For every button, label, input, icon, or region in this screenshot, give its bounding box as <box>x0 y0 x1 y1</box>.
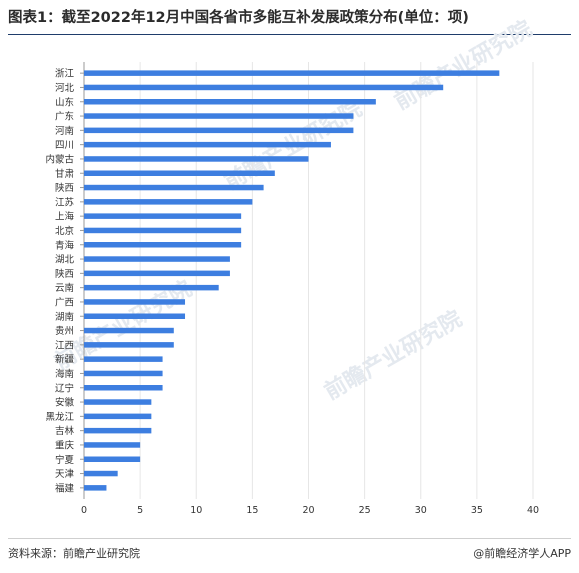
category-label: 内蒙古 <box>45 153 74 165</box>
bar <box>84 84 444 91</box>
source-note: 资料来源：前瞻产业研究院 <box>8 547 140 560</box>
title-divider <box>8 34 571 35</box>
category-label: 新疆 <box>55 354 75 366</box>
bar <box>84 227 242 234</box>
bar <box>84 199 253 205</box>
category-label: 河北 <box>55 82 75 94</box>
category-label: 江西 <box>55 340 74 351</box>
category-label: 北京 <box>55 225 74 237</box>
bar <box>84 256 230 262</box>
watermark: 前瞻产业研究院 <box>320 306 466 406</box>
bar <box>84 485 107 491</box>
bar <box>84 242 242 248</box>
category-label: 吉林 <box>55 425 75 437</box>
x-tick-labels: 0 5 10 15 20 25 30 35 40 <box>81 505 539 516</box>
grid-lines <box>80 62 534 499</box>
bar <box>84 385 163 391</box>
bar <box>84 399 152 405</box>
bar-chart: 前瞻产业研究院 前瞻产业研究院 前瞻产业研究院 前瞻产业研究院 浙江河北山东广东… <box>45 16 539 516</box>
category-label: 海南 <box>55 368 74 380</box>
bar <box>84 170 275 176</box>
x-tick-label: 40 <box>527 505 539 516</box>
bars <box>84 70 500 491</box>
category-label: 黑龙江 <box>45 411 74 423</box>
category-label: 辽宁 <box>55 382 74 394</box>
category-label: 安徽 <box>55 397 75 409</box>
x-tick-label: 35 <box>471 505 483 516</box>
watermark: 前瞻产业研究院 <box>390 16 536 116</box>
category-label: 湖南 <box>55 311 74 323</box>
bar <box>84 184 264 191</box>
category-label: 宁夏 <box>55 454 75 466</box>
category-label: 山东 <box>55 96 74 108</box>
bar <box>84 342 174 348</box>
category-label: 广西 <box>55 296 74 308</box>
category-label: 广东 <box>55 111 74 123</box>
category-label: 湖北 <box>55 255 75 266</box>
bar <box>84 370 163 377</box>
chart-title: 图表1：截至2022年12月中国各省市多能互补发展政策分布(单位：项) <box>8 10 469 26</box>
bar <box>84 156 309 162</box>
category-label: 福建 <box>55 482 75 494</box>
bar <box>84 299 186 305</box>
x-tick-label: 25 <box>359 505 371 516</box>
bar <box>84 427 152 434</box>
x-tick-label: 30 <box>415 505 427 516</box>
category-label: 江苏 <box>55 196 75 208</box>
category-label: 陕西 <box>55 182 74 194</box>
bar <box>84 70 500 76</box>
brand-credit: @前瞻经济学人APP <box>473 547 571 560</box>
bar <box>84 313 186 319</box>
category-label: 云南 <box>55 282 74 294</box>
category-label: 上海 <box>55 211 75 223</box>
bar <box>84 284 219 291</box>
bar <box>84 470 118 477</box>
category-label: 重庆 <box>55 439 75 451</box>
x-tick-label: 0 <box>81 505 87 516</box>
category-label: 陕西 <box>55 268 74 280</box>
bar <box>84 113 354 119</box>
category-label: 贵州 <box>55 325 74 337</box>
bar <box>84 99 376 105</box>
bar <box>84 356 163 362</box>
x-tick-label: 10 <box>190 505 202 516</box>
bar <box>84 141 331 148</box>
category-label: 天津 <box>55 469 75 480</box>
bar <box>84 270 230 277</box>
bar <box>84 413 152 420</box>
bar <box>84 327 174 334</box>
category-label: 浙江 <box>55 68 75 80</box>
x-tick-label: 15 <box>246 505 258 516</box>
bar <box>84 213 242 219</box>
bar <box>84 456 141 462</box>
category-label: 甘肃 <box>55 168 74 180</box>
x-tick-label: 5 <box>137 505 143 516</box>
footer-divider <box>8 538 571 539</box>
category-label: 青海 <box>55 239 75 251</box>
bar <box>84 127 354 134</box>
category-label: 河南 <box>55 125 74 137</box>
x-tick-label: 20 <box>302 505 314 516</box>
bar <box>84 442 141 448</box>
category-labels: 浙江河北山东广东河南四川内蒙古甘肃陕西江苏上海北京青海湖北陕西云南广西湖南贵州江… <box>45 68 74 495</box>
category-label: 四川 <box>55 140 74 151</box>
